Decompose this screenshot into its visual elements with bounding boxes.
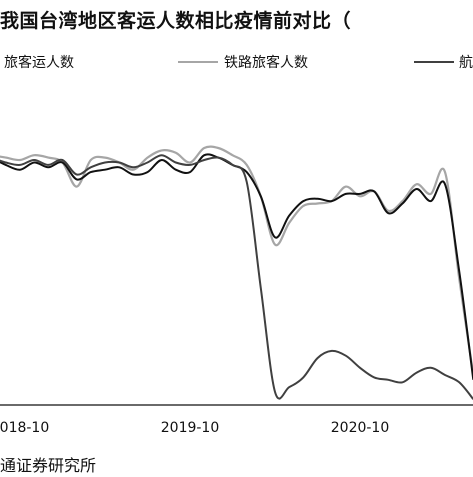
x-tick-label-2: 2020-10 (331, 420, 390, 436)
legend-label-1: 旅客运人数 (4, 55, 74, 71)
legend-label-0: 铁路旅客人数 (224, 55, 308, 71)
legend-swatch-2 (414, 61, 454, 63)
legend-label-2: 航 (459, 55, 473, 71)
legend-swatch-0 (178, 61, 218, 63)
source-note: 通证券研究所 (0, 456, 97, 475)
x-tick-label-0: 2018-10 (0, 420, 49, 436)
x-tick-label-1: 2019-10 (161, 420, 220, 436)
series-line-2 (0, 154, 473, 400)
chart-title: 我国台湾地区客运人数相比疫情前对比（ (0, 10, 352, 32)
series-line-1 (0, 153, 473, 380)
series-line-0 (0, 145, 473, 376)
